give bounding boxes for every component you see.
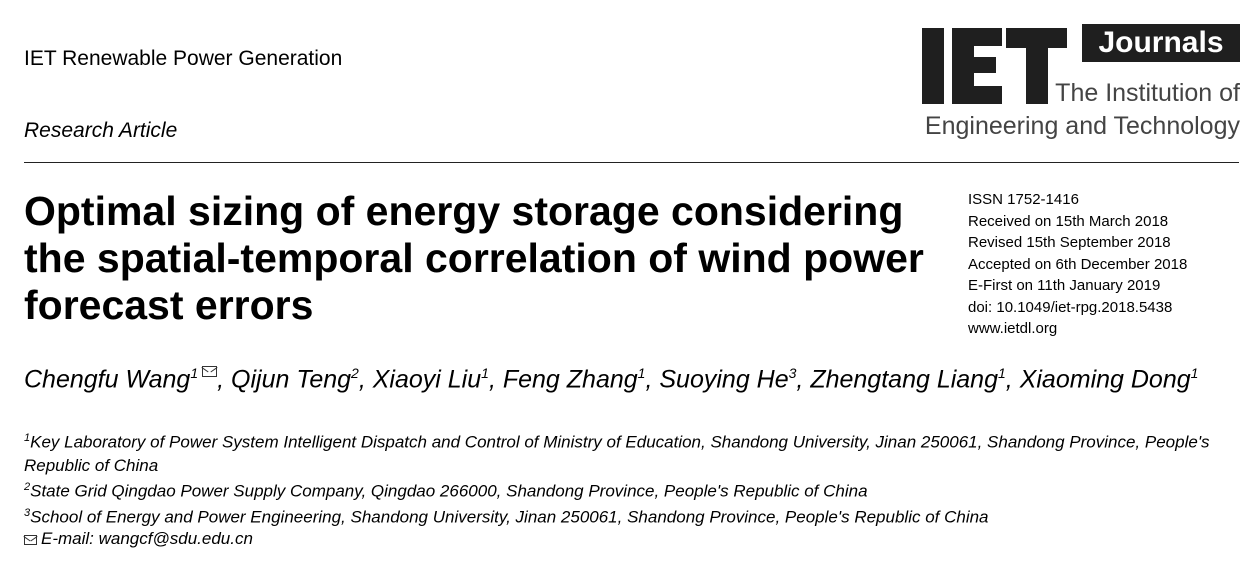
author-name: Xiaoming Dong [1019, 365, 1191, 394]
author-name: Xiaoyi Liu [372, 365, 482, 394]
iet-wordmark [922, 28, 1067, 104]
envelope-icon [202, 366, 218, 378]
author-name: Qijun Teng [231, 365, 352, 394]
website-link[interactable]: www.ietdl.org [968, 320, 1058, 337]
author-list: Chengfu Wang1, Qijun Teng2, Xiaoyi Liu1,… [24, 365, 1199, 394]
author-name: Chengfu Wang [24, 365, 191, 394]
institution-line-1: The Institution of [1055, 79, 1240, 107]
author-affil-sup: 1 [637, 365, 646, 381]
journals-label: Journals [1082, 24, 1240, 62]
received-date: Received on 15th March 2018 [968, 212, 1169, 230]
affiliation-sup: 1 [24, 432, 31, 444]
author-affil-sup: 1 [481, 365, 489, 381]
affiliation-2: 2State Grid Qingdao Power Supply Company… [24, 476, 1224, 503]
affiliation-sup: 2 [24, 481, 31, 493]
affiliation-text: School of Energy and Power Engineering, … [30, 507, 989, 527]
email-text[interactable]: E-mail: wangcf@sdu.edu.cn [41, 529, 253, 548]
author-name: Suoying He [659, 365, 789, 394]
issn: ISSN 1752-1416 [968, 191, 1079, 208]
revised-date: Revised 15th September 2018 [968, 234, 1171, 251]
affiliation-sup: 3 [24, 507, 31, 519]
affiliation-text: Key Laboratory of Power System Intellige… [24, 432, 1210, 475]
header-divider [24, 162, 1239, 163]
article-title: Optimal sizing of energy storage conside… [24, 188, 924, 328]
article-metadata: ISSN 1752-1416 Received on 15th March 20… [968, 189, 1187, 340]
author-affil-sup: 1 [1190, 365, 1199, 381]
envelope-icon [24, 535, 37, 545]
doi[interactable]: doi: 10.1049/iet-rpg.2018.5438 [968, 298, 1173, 316]
institution-line-2: Engineering and Technology [924, 112, 1240, 140]
corresponding-email: E-mail: wangcf@sdu.edu.cn [24, 529, 253, 549]
accepted-date: Accepted on 6th December 2018 [968, 255, 1188, 273]
journal-name: IET Renewable Power Generation [24, 47, 343, 70]
efirst-date: E-First on 11th January 2019 [968, 277, 1161, 294]
affiliation-text: State Grid Qingdao Power Supply Company,… [30, 481, 868, 501]
author-affil-sup: 2 [351, 365, 359, 381]
author-affil-sup: 1 [190, 365, 199, 381]
iet-logo: Journals The Institution of Engineering … [922, 24, 1240, 144]
author-name: Zhengtang Liang [810, 365, 998, 394]
author-affil-sup: 1 [998, 365, 1006, 381]
article-type: Research Article [24, 119, 178, 142]
affiliation-1: 1Key Laboratory of Power System Intellig… [24, 427, 1224, 477]
author-affil-sup: 3 [788, 365, 797, 381]
author-name: Feng Zhang [502, 365, 638, 394]
affiliation-3: 3School of Energy and Power Engineering,… [24, 502, 1224, 529]
